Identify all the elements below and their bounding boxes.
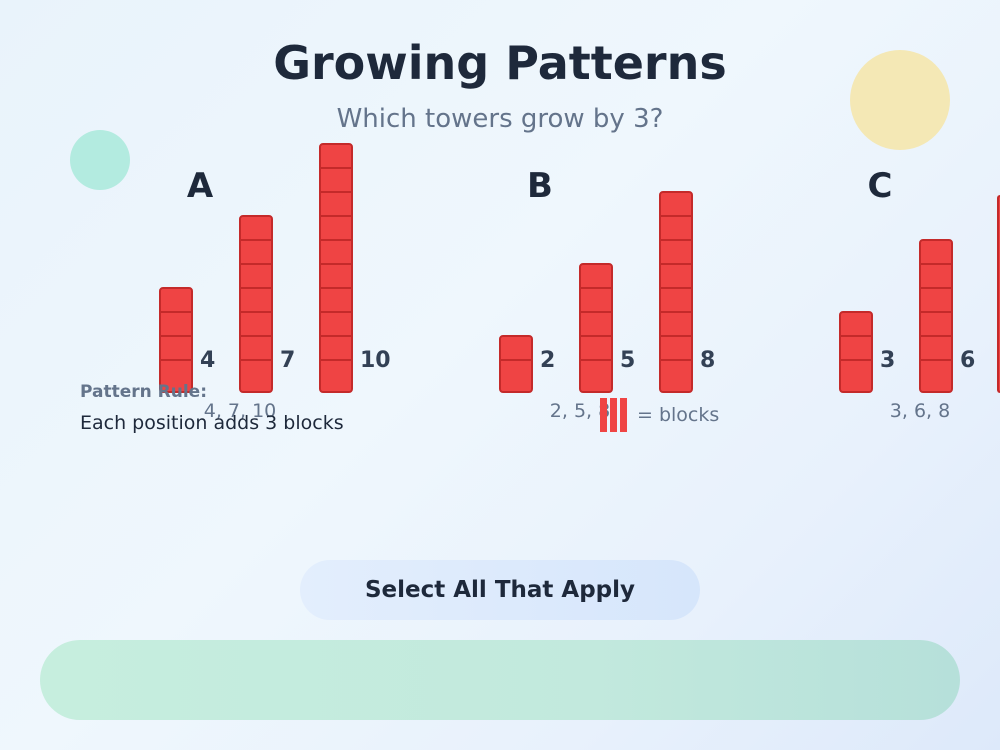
answer-bar[interactable]	[40, 640, 960, 720]
decorative-teal-circle	[70, 130, 130, 190]
group-b-tower-1[interactable]	[499, 335, 533, 393]
page-title: Growing Patterns	[273, 36, 727, 90]
group-a-label: A	[186, 166, 214, 206]
group-c-tower-2-count: 6	[960, 348, 976, 373]
block-bars-icon	[600, 398, 627, 432]
group-c-sequence: 3, 6, 8	[889, 400, 951, 422]
question-text: Which towers grow by 3?	[336, 104, 664, 134]
group-c-label: C	[867, 166, 893, 206]
group-c-tower-3-partial[interactable]	[997, 195, 1000, 393]
group-b-sequence: 2, 5, 8	[549, 400, 611, 422]
blocks-legend: = blocks	[600, 398, 719, 432]
group-b-tower-3[interactable]	[659, 191, 693, 393]
group-b-label: B	[527, 166, 553, 206]
pattern-rule-title: Pattern Rule:	[80, 382, 208, 402]
decorative-yellow-circle	[850, 50, 950, 150]
group-c-tower-1-count: 3	[880, 348, 896, 373]
group-c-tower-2[interactable]	[919, 239, 953, 393]
group-a-tower-2-count: 7	[280, 348, 296, 373]
legend-text: = blocks	[637, 404, 720, 426]
group-b-tower-2-count: 5	[620, 348, 636, 373]
group-b-tower-1-count: 2	[540, 348, 556, 373]
group-a-tower-1[interactable]	[159, 287, 193, 393]
select-all-button[interactable]: Select All That Apply	[300, 560, 700, 620]
group-b-tower-2[interactable]	[579, 263, 613, 393]
group-a-tower-3-count: 10	[360, 348, 391, 373]
group-a-sequence: 4, 7, 10	[203, 400, 277, 422]
group-a-tower-3[interactable]	[319, 143, 353, 393]
group-b-tower-3-count: 8	[700, 348, 716, 373]
pattern-rule-text: Each position adds 3 blocks	[80, 412, 344, 434]
group-c-tower-1[interactable]	[839, 311, 873, 393]
group-a-tower-1-count: 4	[200, 348, 216, 373]
group-a-tower-2[interactable]	[239, 215, 273, 393]
